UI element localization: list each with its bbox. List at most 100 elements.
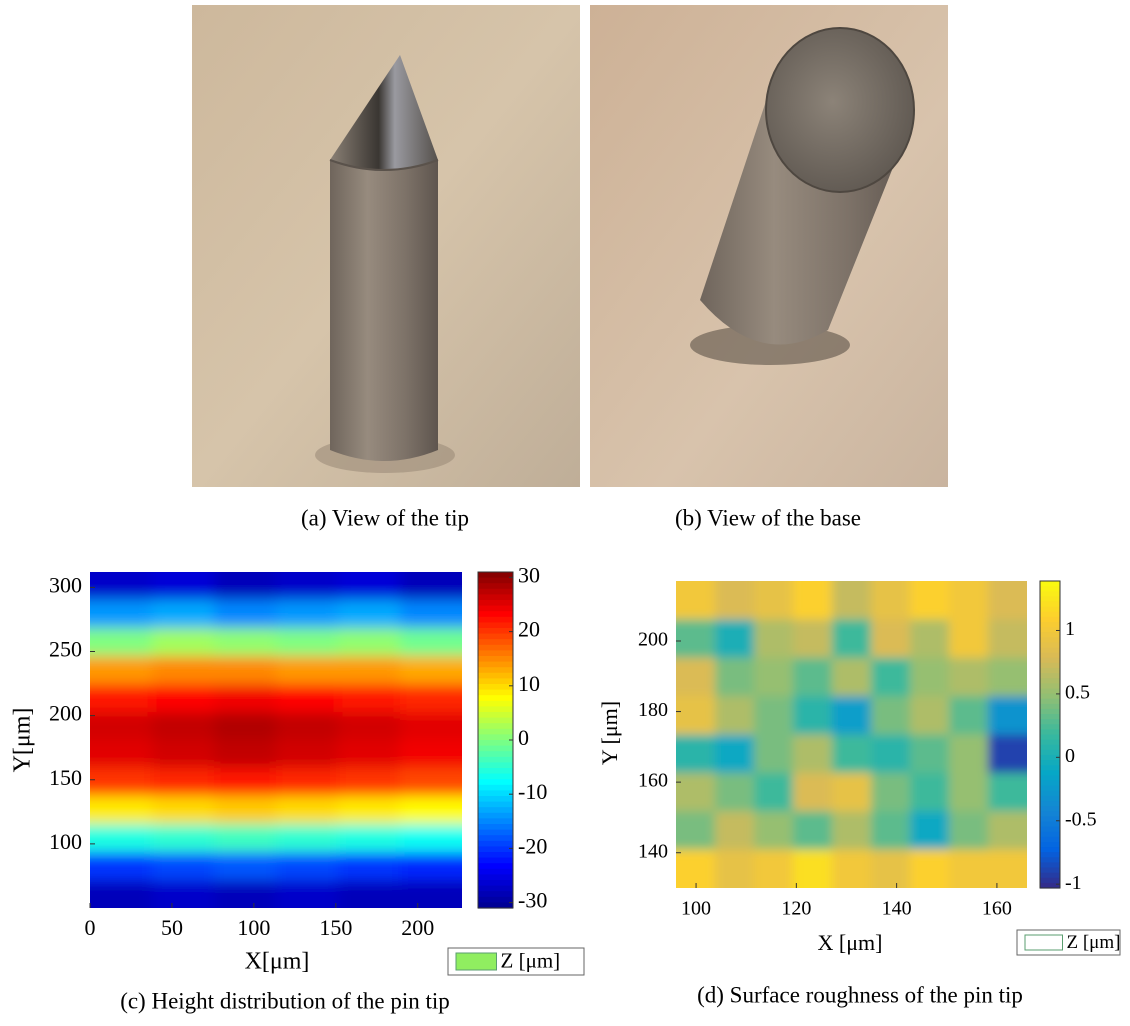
heat-cell bbox=[871, 696, 911, 735]
colorbar-slice bbox=[1040, 847, 1060, 853]
heat-cell bbox=[949, 735, 989, 774]
heat-cell bbox=[793, 811, 833, 850]
heat-cell bbox=[793, 658, 833, 697]
colorbar-slice bbox=[1040, 637, 1060, 643]
colorbar-slice bbox=[1040, 842, 1060, 848]
heat-cell bbox=[871, 658, 911, 697]
heat-cell bbox=[949, 696, 989, 735]
colorbar-slice bbox=[1040, 586, 1060, 592]
x-tick-label: 120 bbox=[781, 898, 811, 920]
heat-cell bbox=[214, 740, 277, 769]
colorbar-slice bbox=[1040, 862, 1060, 868]
y-tick-label: 160 bbox=[638, 770, 668, 792]
x-tick-label: 140 bbox=[882, 898, 912, 920]
heat-cell bbox=[910, 850, 950, 909]
colorbar-slice bbox=[478, 656, 513, 662]
colorbar-slice bbox=[478, 740, 513, 746]
heat-cell bbox=[988, 735, 1048, 774]
heatmap-cells bbox=[656, 561, 1048, 909]
caption: (d) Surface roughness of the pin tip bbox=[697, 982, 1023, 1007]
colorbar-slice bbox=[478, 734, 513, 740]
colorbar-slice bbox=[1040, 607, 1060, 613]
colorbar-slice bbox=[478, 667, 513, 673]
caption: (c) Height distribution of the pin tip bbox=[120, 988, 450, 1013]
colorbar-slice bbox=[478, 774, 513, 780]
heat-cell bbox=[152, 552, 215, 601]
colorbar-tick-label: 0 bbox=[1065, 745, 1075, 767]
colorbar-slice bbox=[478, 874, 513, 880]
colorbar-slice bbox=[1040, 704, 1060, 710]
heat-cell bbox=[338, 852, 401, 881]
colorbar-tick-label: -0.5 bbox=[1065, 808, 1097, 830]
colorbar-tick-label: 30 bbox=[518, 562, 540, 587]
colorbar-slice bbox=[478, 796, 513, 802]
heat-cell bbox=[715, 619, 755, 658]
heat-cell bbox=[832, 850, 872, 909]
heat-cell bbox=[910, 658, 950, 697]
colorbar-slice bbox=[478, 684, 513, 690]
heat-cell bbox=[400, 600, 483, 629]
heat-cell bbox=[214, 824, 277, 853]
colorbar-slice bbox=[1040, 653, 1060, 659]
heat-cell bbox=[949, 773, 989, 812]
heat-cell bbox=[871, 619, 911, 658]
heat-cell bbox=[338, 600, 401, 629]
colorbar-slice bbox=[478, 706, 513, 712]
heat-cell bbox=[910, 811, 950, 850]
heat-cell bbox=[338, 740, 401, 769]
heat-cell bbox=[70, 628, 153, 657]
heat-cell bbox=[832, 811, 872, 850]
colorbar-slice bbox=[478, 695, 513, 701]
colorbar-slice bbox=[1040, 729, 1060, 735]
colorbar-slice bbox=[1040, 796, 1060, 802]
heat-cell bbox=[400, 684, 483, 713]
colorbar-slice bbox=[1040, 596, 1060, 602]
colorbar-slice bbox=[1040, 832, 1060, 838]
heat-cell bbox=[754, 773, 794, 812]
photo-tip bbox=[192, 5, 580, 487]
colorbar-slice bbox=[478, 606, 513, 612]
heat-cell bbox=[715, 735, 755, 774]
heat-cell bbox=[276, 684, 339, 713]
colorbar-slice bbox=[1040, 699, 1060, 705]
heat-cell bbox=[70, 600, 153, 629]
heat-cell bbox=[871, 735, 911, 774]
colorbar-slice bbox=[1040, 852, 1060, 858]
heat-cell bbox=[276, 740, 339, 769]
page: {"figures": [ {"caption": "(a) View of t… bbox=[0, 0, 1130, 1026]
colorbar-slice bbox=[478, 746, 513, 752]
heat-cell bbox=[400, 712, 483, 741]
heat-cell bbox=[152, 628, 215, 657]
colorbar-slice bbox=[478, 897, 513, 903]
colorbar-slice bbox=[1040, 821, 1060, 827]
colorbar-slice bbox=[478, 858, 513, 864]
colorbar-slice bbox=[478, 634, 513, 640]
heat-cell bbox=[152, 796, 215, 825]
x-tick-label: 0 bbox=[85, 915, 96, 940]
colorbar-slice bbox=[478, 768, 513, 774]
heat-cell bbox=[214, 628, 277, 657]
colorbar-slice bbox=[1040, 801, 1060, 807]
y-axis-label: Y[μm] bbox=[10, 708, 36, 773]
legend-label: Z [μm] bbox=[501, 948, 561, 972]
colorbar-slice bbox=[478, 617, 513, 623]
heat-cell bbox=[214, 552, 277, 601]
colorbar-slice bbox=[478, 891, 513, 897]
colorbar-slice bbox=[478, 830, 513, 836]
colorbar-slice bbox=[478, 589, 513, 595]
y-axis-label: Y [μm] bbox=[597, 701, 622, 765]
heat-cell bbox=[910, 696, 950, 735]
colorbar-tick-label: 10 bbox=[518, 671, 540, 696]
colorbar-slice bbox=[1040, 781, 1060, 787]
colorbar-slice bbox=[478, 779, 513, 785]
x-tick-label: 100 bbox=[237, 915, 270, 940]
colorbar-slice bbox=[1040, 668, 1060, 674]
legend-label: Z [μm] bbox=[1067, 932, 1121, 953]
colorbar-slice bbox=[478, 807, 513, 813]
colorbar-slice bbox=[1040, 765, 1060, 771]
heat-cell bbox=[715, 850, 755, 909]
colorbar-slice bbox=[478, 869, 513, 875]
colorbar-tick-label: -1 bbox=[1065, 872, 1082, 894]
y-tick-label: 300 bbox=[49, 572, 82, 597]
x-tick-label: 150 bbox=[319, 915, 352, 940]
